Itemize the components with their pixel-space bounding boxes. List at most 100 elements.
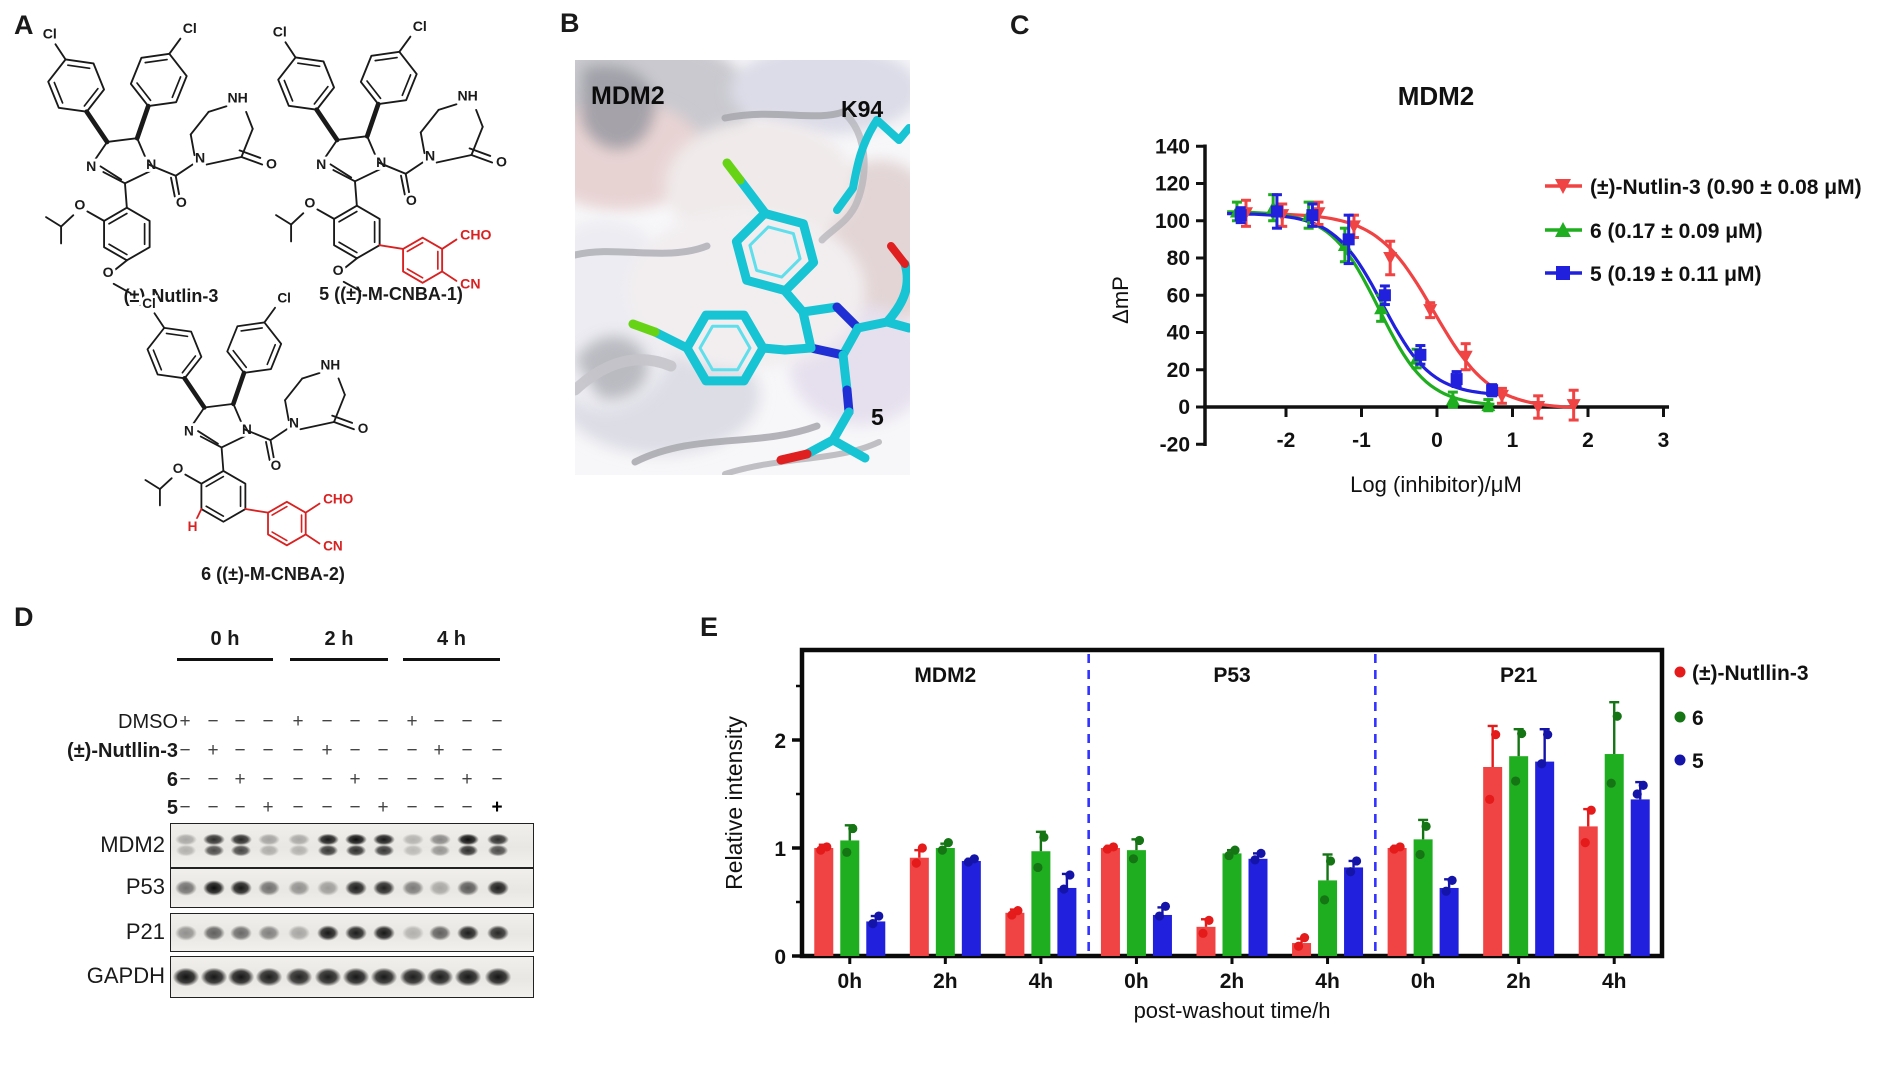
plus-symbol: + bbox=[433, 740, 445, 761]
blot-band bbox=[255, 878, 283, 898]
replicate-dot bbox=[1128, 854, 1139, 864]
bar bbox=[1483, 767, 1503, 956]
minus-symbol: − bbox=[406, 769, 418, 790]
replicate-dot bbox=[1395, 842, 1405, 852]
atom-label: O bbox=[176, 194, 187, 210]
minus-symbol: − bbox=[349, 711, 361, 732]
group-title: P53 bbox=[1213, 664, 1250, 687]
structure-m-cnba-1: Cl Cl N N O O CHO CN O N NH O 5 ((±)-M-CNBA-1) bbox=[246, 14, 576, 324]
replicate-dot bbox=[868, 919, 878, 929]
blot-band bbox=[426, 832, 454, 847]
blot-band bbox=[454, 878, 482, 898]
blot-band bbox=[173, 843, 199, 858]
bar bbox=[1126, 850, 1146, 956]
replicate-dot bbox=[1299, 933, 1310, 943]
atom-label: NH bbox=[228, 90, 248, 106]
atom-label: O bbox=[358, 421, 369, 436]
blot-mdm2 bbox=[170, 823, 534, 868]
replicate-dot bbox=[1580, 838, 1590, 848]
atom-label: H bbox=[188, 519, 198, 534]
x-tick-label: 2 bbox=[1582, 429, 1594, 452]
x-tick-label: 0h bbox=[1124, 970, 1149, 993]
blot-band bbox=[343, 843, 369, 858]
blot-band bbox=[256, 843, 282, 858]
blot-band bbox=[451, 965, 485, 989]
minus-symbol: − bbox=[321, 769, 333, 790]
replicate-dot bbox=[1325, 856, 1336, 866]
bar bbox=[1248, 858, 1268, 956]
x-tick-label: 0h bbox=[1411, 970, 1436, 993]
blot-band bbox=[201, 843, 227, 858]
blot-band bbox=[286, 843, 312, 858]
blot-band bbox=[172, 878, 200, 898]
x-tick-label: 0h bbox=[838, 970, 863, 993]
minus-symbol: − bbox=[491, 740, 503, 761]
legend-dot bbox=[1674, 666, 1686, 678]
blot-band bbox=[427, 843, 453, 858]
plus-symbol: + bbox=[491, 797, 503, 818]
bar bbox=[840, 840, 860, 956]
legend-entry: 5 (0.19 ± 0.11 μM) bbox=[1545, 263, 1761, 286]
structure-drawing: Cl Cl N N O O CHO CN O N NH O bbox=[270, 15, 510, 294]
treatment-row-label: 5 bbox=[166, 797, 178, 819]
replicate-dot bbox=[822, 842, 832, 852]
bar bbox=[814, 848, 834, 956]
replicate-dot bbox=[1612, 711, 1622, 721]
minus-symbol: − bbox=[262, 769, 274, 790]
atom-label: N bbox=[242, 422, 252, 437]
bar bbox=[866, 921, 886, 956]
blot-band bbox=[252, 965, 286, 989]
blot-band bbox=[227, 878, 255, 898]
blot-band bbox=[342, 878, 370, 898]
bar bbox=[1578, 826, 1598, 956]
y-tick-label: 0 bbox=[1178, 396, 1190, 419]
minus-symbol: − bbox=[207, 769, 219, 790]
replicate-dot bbox=[1198, 928, 1208, 938]
panel-d-letter: D bbox=[14, 602, 34, 632]
blot-row-label: MDM2 bbox=[100, 831, 165, 857]
time-group-underline bbox=[290, 658, 388, 661]
relative-intensity-bar-chart: 0 1 2 Relative intensity MDM2 P53 P21 0h 2h 4h 0h 2… bbox=[721, 647, 1809, 1023]
plus-symbol: + bbox=[234, 769, 246, 790]
minus-symbol: − bbox=[292, 769, 304, 790]
replicate-dot bbox=[1447, 875, 1457, 885]
x-tick-label: 3 bbox=[1658, 429, 1670, 452]
blot-band bbox=[255, 922, 283, 943]
blot-band bbox=[426, 922, 454, 943]
minus-symbol: − bbox=[234, 797, 246, 818]
bar bbox=[1387, 848, 1407, 956]
replicate-dot bbox=[937, 845, 947, 855]
minus-symbol: − bbox=[292, 797, 304, 818]
bar bbox=[1222, 853, 1242, 956]
replicate-dot bbox=[842, 847, 852, 857]
x-axis-label: Log (inhibitor)/μM bbox=[1350, 472, 1522, 497]
bar bbox=[1344, 867, 1364, 956]
atom-label: N bbox=[425, 148, 435, 164]
atom-label: O bbox=[304, 195, 315, 211]
minus-symbol: − bbox=[234, 711, 246, 732]
atom-label: N bbox=[146, 156, 156, 172]
bar bbox=[1509, 756, 1529, 956]
dose-response-chart: MDM2 -20 0 20 40 60 80 100 120 140 -2 -1 0 1 2 3 Log (in… bbox=[1108, 81, 1862, 497]
bar-series-1 bbox=[814, 724, 1598, 956]
replicate-dot bbox=[1039, 832, 1049, 842]
atom-label: CN bbox=[323, 539, 343, 554]
panel-e-letter: E bbox=[700, 612, 719, 642]
time-group-header: 0 h bbox=[210, 628, 240, 650]
legend-label: 6 (0.17 ± 0.09 μM) bbox=[1590, 220, 1763, 243]
y-tick-label: -20 bbox=[1160, 433, 1190, 456]
legend-dot bbox=[1674, 711, 1686, 723]
blot-band bbox=[315, 843, 341, 858]
legend-label: 5 bbox=[1692, 750, 1704, 773]
replicate-dot bbox=[1134, 835, 1145, 846]
replicate-dot bbox=[1293, 941, 1304, 951]
y-tick-label: 2 bbox=[774, 730, 786, 753]
blot-band bbox=[282, 965, 316, 989]
blot-band bbox=[228, 843, 254, 858]
minus-symbol: − bbox=[433, 769, 445, 790]
replicate-dot bbox=[1204, 915, 1214, 925]
structure-drawing: Cl Cl N N O O O N NH O bbox=[40, 17, 280, 295]
blot-row-label: P21 bbox=[125, 918, 165, 944]
x-tick-label: 4h bbox=[1602, 970, 1627, 993]
bar bbox=[1535, 761, 1555, 956]
